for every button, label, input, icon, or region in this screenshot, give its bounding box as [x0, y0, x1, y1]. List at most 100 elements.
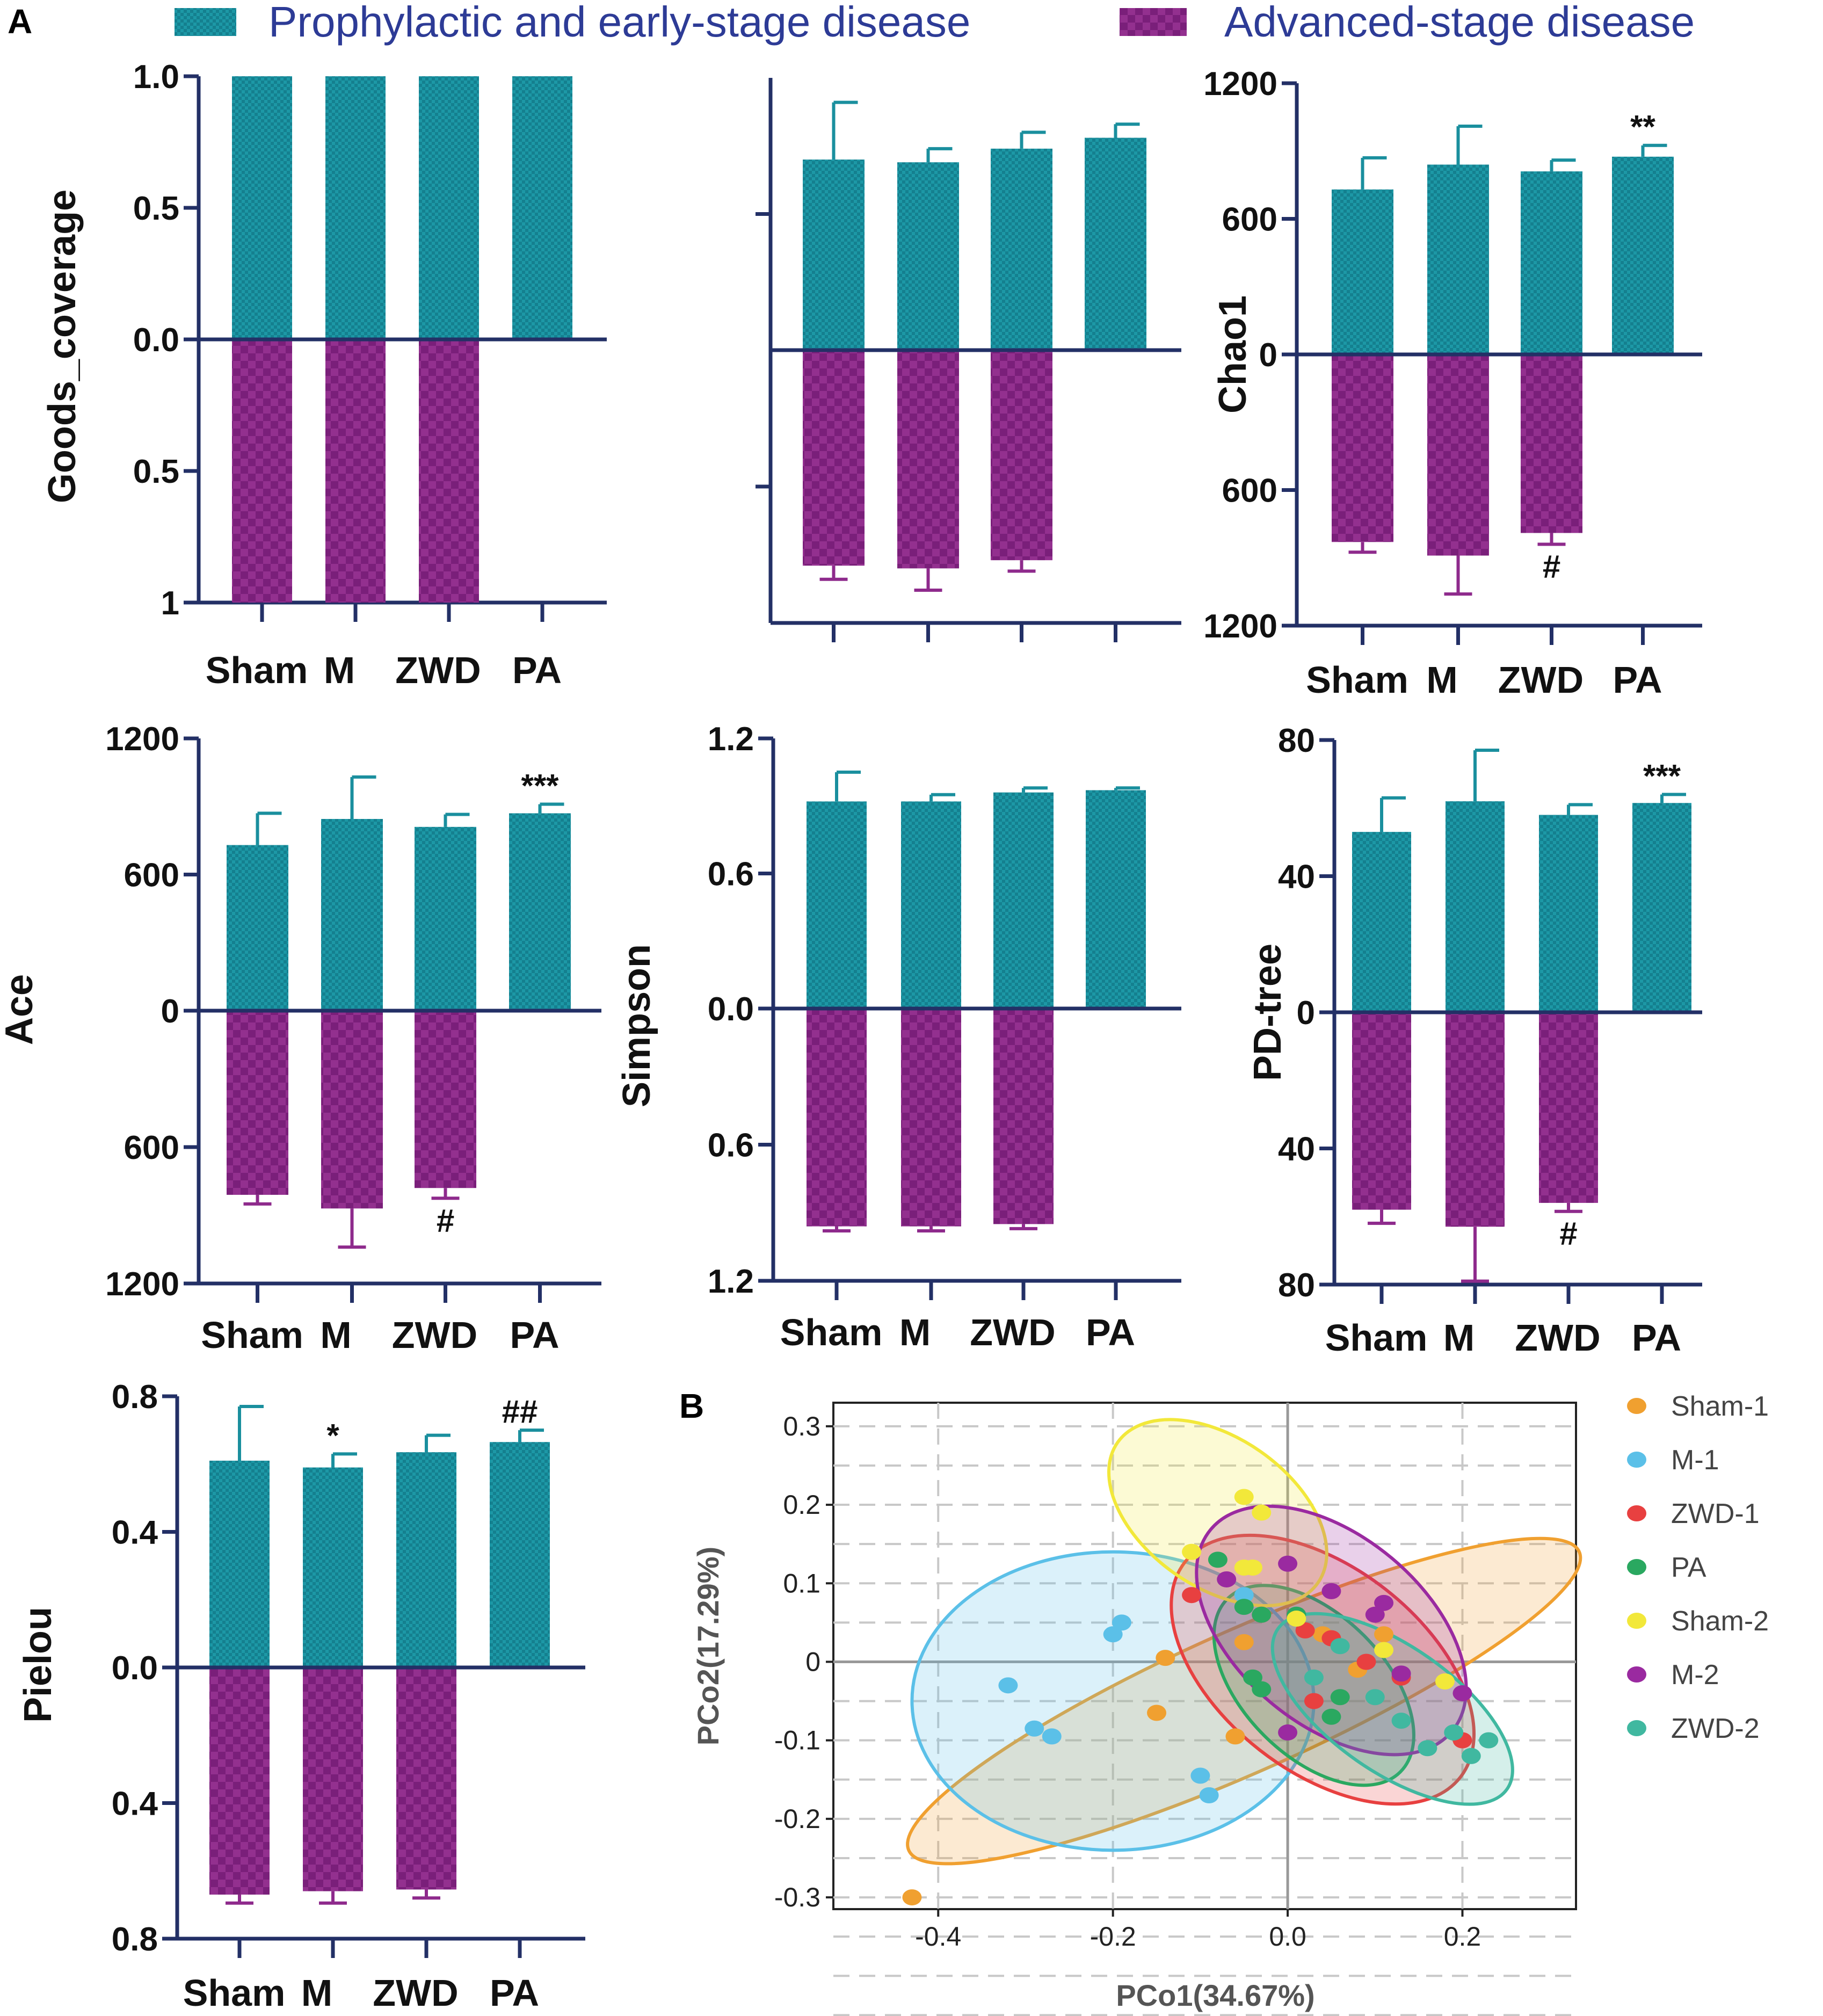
y-tick-label: 40	[1278, 859, 1315, 896]
data-point	[1278, 1724, 1298, 1741]
data-point	[1234, 1587, 1254, 1604]
category-label-zwd: ZWD	[373, 1972, 458, 2014]
category-label-zwd: ZWD	[1515, 1317, 1600, 1359]
bar-pa-early	[509, 813, 571, 1011]
bar-m-advanced	[1427, 354, 1489, 556]
legend-label-early: Prophylactic and early-stage disease	[268, 0, 970, 46]
significance-marker: ##	[502, 1394, 538, 1430]
y-tick-label: 0.0	[112, 1650, 158, 1687]
bar-m-advanced	[321, 1011, 383, 1209]
bar-sham-early	[227, 845, 288, 1011]
bar-pa-early	[1086, 790, 1146, 1009]
data-point	[1444, 1724, 1464, 1741]
bar-zwd-early	[419, 76, 479, 339]
y-tick-label: 1.2	[708, 1263, 754, 1300]
category-label-m: M	[324, 649, 355, 691]
category-label-m: M	[1443, 1317, 1475, 1359]
bar-pa-early	[1632, 803, 1691, 1012]
bar-m-advanced	[901, 1009, 961, 1227]
bar-zwd-early	[991, 148, 1052, 350]
plot-frame	[832, 1402, 1577, 1910]
legend-label: M-1	[1671, 1445, 1719, 1476]
data-point	[902, 1889, 922, 1906]
x-tick-label: 0.0	[1269, 1921, 1306, 1952]
y-tick-label: 1200	[1203, 608, 1277, 645]
category-label-pa: PA	[1086, 1311, 1135, 1353]
data-point	[1391, 1665, 1411, 1682]
data-point	[1356, 1654, 1376, 1670]
unlabeled-chart	[756, 78, 1181, 642]
confidence-ellipse	[1270, 1612, 1514, 1806]
category-label-m: M	[301, 1972, 332, 2014]
y-tick-label: 0.8	[112, 1921, 158, 1958]
category-label-pa: PA	[1632, 1317, 1681, 1359]
bar-m-advanced	[1446, 1012, 1505, 1227]
y-tick-label: 0.4	[112, 1514, 158, 1551]
data-point	[998, 1677, 1018, 1694]
bar-m-advanced	[303, 1667, 363, 1891]
category-label-zwd: ZWD	[392, 1314, 477, 1356]
bar-m-early	[1446, 801, 1505, 1012]
y-tick-label: 0.8	[112, 1379, 158, 1416]
data-point	[1321, 1583, 1341, 1599]
y-tick-label: 600	[124, 1129, 179, 1166]
y-axis-title: Chao1	[1211, 295, 1254, 414]
y-tick-label: 1.2	[708, 721, 754, 758]
bar-sham-advanced	[1352, 1012, 1411, 1210]
panel-b-label: B	[679, 1387, 704, 1425]
data-point	[1304, 1693, 1324, 1709]
bar-sham-advanced	[227, 1011, 288, 1195]
data-point	[1190, 1767, 1210, 1784]
legend-marker	[1627, 1559, 1646, 1575]
data-point	[1452, 1685, 1472, 1701]
data-point	[1234, 1599, 1254, 1615]
significance-marker: ***	[521, 768, 559, 804]
category-label-pa: PA	[1613, 659, 1662, 701]
data-point	[1295, 1622, 1315, 1638]
data-point	[1479, 1732, 1499, 1749]
y-tick-label: 0.0	[133, 322, 179, 359]
y-tick-label: 0.6	[708, 856, 754, 893]
category-label-pa: PA	[490, 1972, 539, 2014]
y-tick-label: 0	[1259, 337, 1277, 374]
bar-m-early	[325, 76, 386, 339]
pd-tree-chart: 80 40 0 40 80 Sham M ZWD PA PD-tree *** #	[1246, 722, 1702, 1359]
y-tick-label: 80	[1278, 722, 1315, 759]
bar-zwd-advanced	[1521, 354, 1582, 533]
y-tick-label: 0.3	[783, 1411, 820, 1441]
y-tick-label: 600	[1222, 473, 1277, 510]
bar-sham-advanced	[232, 339, 292, 603]
y-tick-label: 1200	[105, 721, 179, 758]
goods-coverage-chart: 1.0 0.5 0.0 0.5 1 Sham M ZWD PA Goods_coverage	[41, 59, 607, 691]
y-tick-label: 0.5	[133, 453, 179, 490]
data-point	[1147, 1705, 1167, 1721]
data-point	[1199, 1787, 1219, 1804]
significance-marker: #	[437, 1202, 454, 1238]
legend-marker	[1627, 1505, 1646, 1521]
bar-pa-early	[1612, 156, 1674, 354]
data-point	[1217, 1571, 1237, 1587]
y-tick-label: 0.0	[708, 991, 754, 1028]
y-tick-label: -0.1	[774, 1725, 820, 1756]
category-label-sham: Sham	[1306, 659, 1408, 701]
data-point	[1182, 1587, 1202, 1604]
bar-sham-early	[1352, 832, 1411, 1012]
bar-sham-advanced	[807, 1009, 867, 1227]
y-tick-label: -0.2	[774, 1804, 820, 1834]
legend-label: Sham-2	[1671, 1606, 1769, 1637]
bar-sham-advanced	[803, 350, 865, 566]
legend-marker	[1627, 1666, 1646, 1683]
bar-m-advanced	[325, 339, 386, 603]
bar-zwd-early	[1521, 171, 1582, 354]
legend-marker	[1627, 1398, 1646, 1414]
data-point	[1365, 1606, 1385, 1623]
data-point	[1374, 1594, 1394, 1611]
legend-swatch-advanced	[1120, 8, 1187, 36]
category-label-m: M	[899, 1311, 931, 1353]
category-label-zwd: ZWD	[395, 649, 481, 691]
y-tick-label: 0.2	[783, 1490, 820, 1520]
y-tick-label: 1200	[1203, 66, 1277, 103]
significance-marker: **	[1630, 109, 1655, 145]
y-axis-title: Ace	[0, 974, 41, 1045]
